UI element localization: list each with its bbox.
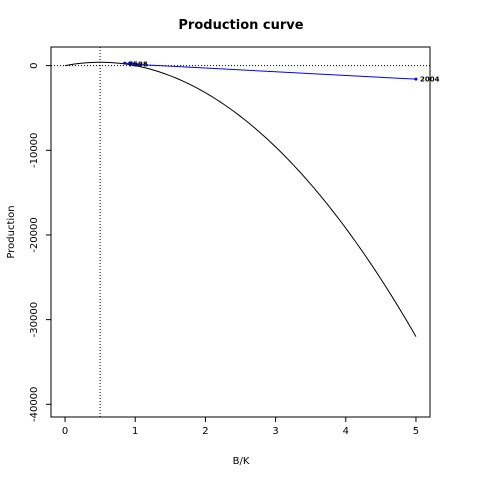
x-tick-label: 5 [413, 426, 419, 437]
plot-area [50, 46, 431, 418]
reference-lines [51, 47, 430, 417]
y-axis-label: Production [6, 205, 17, 258]
series-point [132, 62, 136, 66]
point-label: 2004 [420, 76, 440, 84]
chart-title: Production curve [178, 18, 303, 33]
y-tick-label: -10000 [29, 133, 40, 168]
x-tick-label: 4 [343, 426, 349, 437]
y-tick-label: 0 [29, 62, 40, 68]
series-point [135, 62, 139, 66]
y-tick-label: -40000 [29, 387, 40, 422]
x-tick-label: 0 [62, 426, 68, 437]
series-layer: 2004 7598 [123, 61, 440, 84]
x-axis: 0 1 2 3 4 5 [62, 417, 419, 437]
y-tick-label: -30000 [29, 302, 40, 337]
series-point [123, 61, 127, 65]
cluster-label: 7598 [128, 61, 148, 69]
series-point [414, 77, 418, 81]
x-tick-label: 3 [272, 426, 278, 437]
x-tick-label: 2 [202, 426, 208, 437]
series-point [128, 62, 132, 66]
production-curve-line [64, 61, 417, 337]
y-axis: 0 -10000 -20000 -30000 -40000 [29, 62, 51, 422]
x-tick-label: 1 [132, 426, 138, 437]
production-curve [64, 61, 417, 337]
series-point [139, 63, 143, 67]
x-axis-label: B/K [233, 456, 250, 467]
y-tick-label: -20000 [29, 217, 40, 252]
